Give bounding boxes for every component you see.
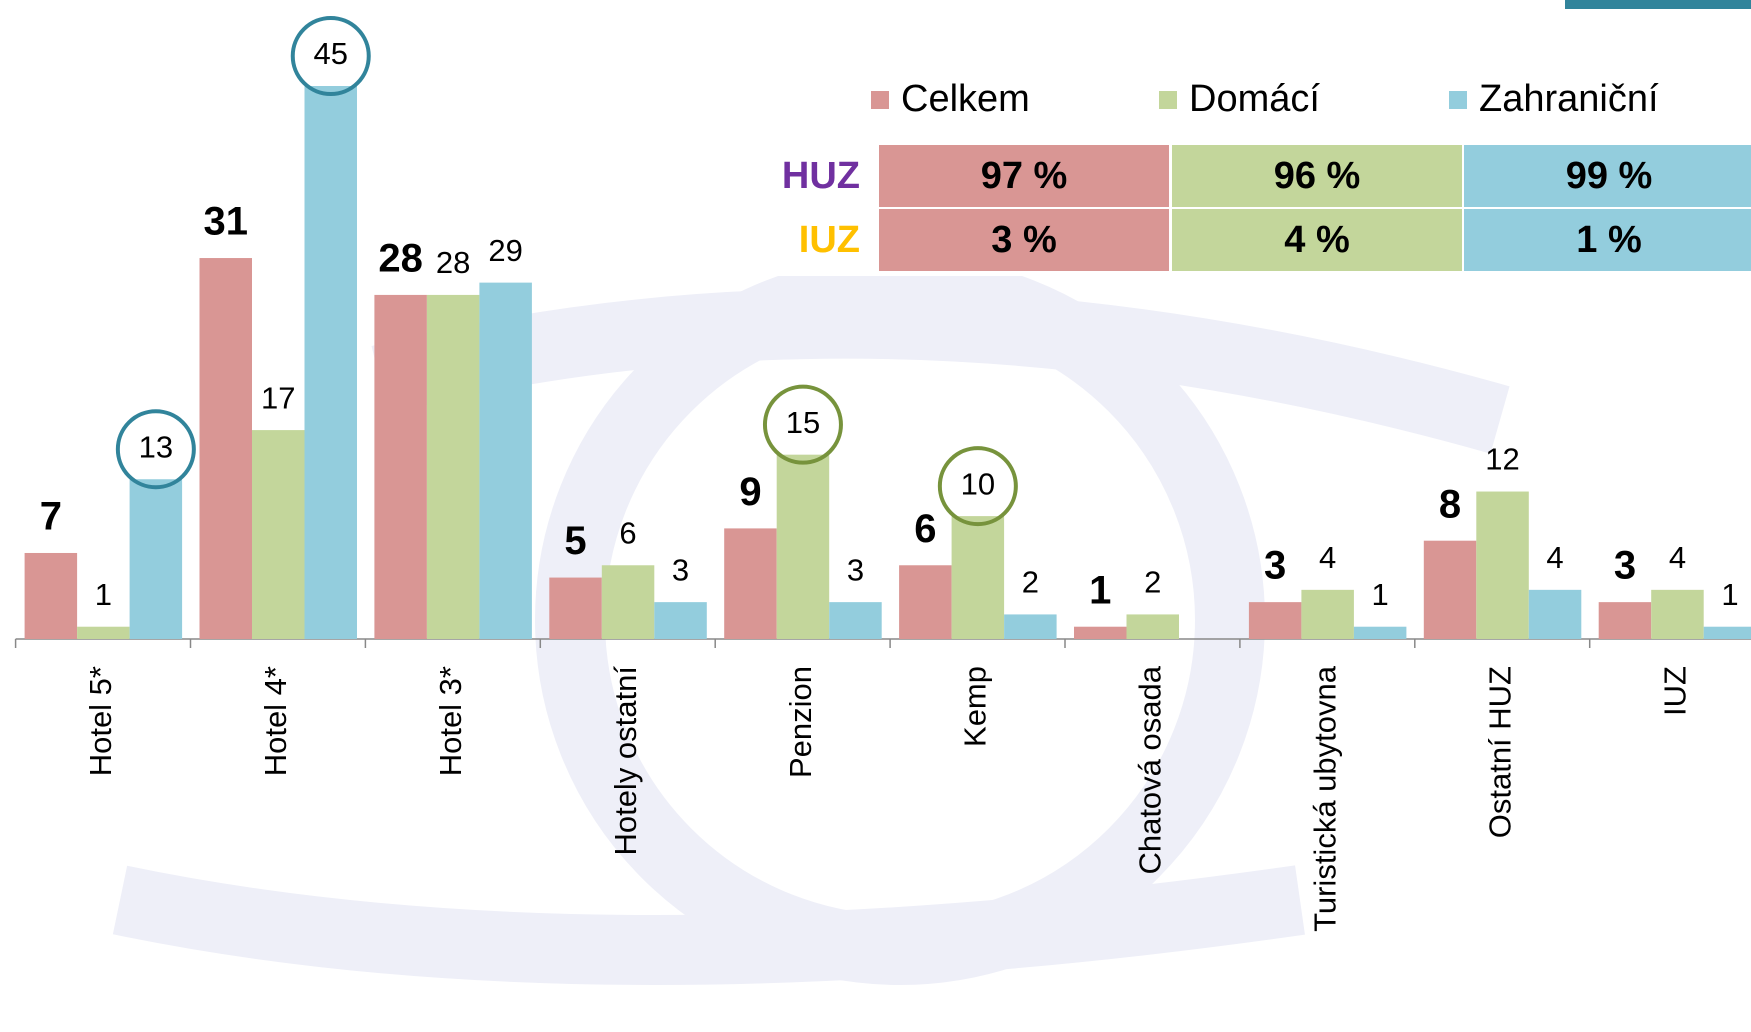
table-cell-text: 4 % [1284,219,1349,261]
bar [549,577,602,639]
table-cell [879,145,1169,207]
data-label: 4 [1319,540,1336,575]
data-label: 28 [378,236,423,280]
data-label: 1 [95,577,112,612]
data-label: 2 [1022,565,1039,600]
bar [1301,589,1354,639]
data-label: 13 [139,429,173,464]
x-tick-label: Turistická ubytovna [1308,665,1343,932]
x-tick-label: Penzion [783,666,818,778]
table-cell [1172,209,1462,271]
data-label: 29 [488,233,522,268]
bar [1126,614,1179,639]
data-label: 3 [672,552,689,587]
bar [1528,589,1582,639]
data-label: 1 [1372,577,1389,612]
data-label: 28 [436,245,470,280]
bar [601,565,655,639]
bar [426,294,480,639]
data-label: 1 [1089,568,1111,612]
data-label: 12 [1485,442,1519,477]
data-label: 7 [40,495,62,539]
data-label: 3 [847,552,864,587]
data-label: 6 [619,515,636,550]
bar [951,516,1005,639]
x-tick-label: Hotel 5* [83,666,118,776]
data-label: 4 [1669,540,1686,575]
table-cell [879,209,1169,271]
bar [24,552,78,639]
data-label: 9 [739,470,761,514]
data-label: 31 [204,200,249,244]
table-cell [1464,145,1751,207]
table-row-label: HUZ [782,155,860,197]
data-label: 1 [1721,577,1738,612]
bar [374,294,427,639]
bar [1476,491,1529,639]
data-label: 3 [1614,544,1636,588]
bar [77,626,130,639]
bar [304,86,357,639]
legend-label: Zahraniční [1479,78,1659,120]
x-tick-label: Hotely ostatní [608,666,643,856]
highlight-circle [290,16,371,96]
legend-label: Domácí [1189,78,1320,120]
legend-swatch [1159,91,1177,109]
legend-swatch [1449,91,1467,109]
bar [1074,626,1127,639]
bar [1248,602,1302,639]
bar [654,602,707,639]
data-label: 3 [1264,544,1286,588]
data-label: 5 [564,519,586,563]
table-cell [1172,145,1462,207]
bar [129,479,183,639]
table-cell [1464,209,1751,271]
data-label: 15 [786,405,820,440]
data-label: 6 [914,507,936,551]
data-label: 2 [1144,565,1161,600]
data-label: 45 [314,36,348,71]
table-row-label: IUZ [799,219,860,261]
data-label: 8 [1439,482,1461,526]
bar [1423,540,1477,639]
data-label: 10 [961,466,995,501]
bar [1651,589,1704,639]
bar [1703,626,1751,639]
x-tick-label: Hotel 4* [258,666,293,776]
x-tick-label: Kemp [958,666,993,747]
data-label: 4 [1546,540,1563,575]
highlight-circle [115,409,196,490]
table-cell-text: 99 % [1566,155,1653,197]
bar [252,430,305,639]
table-cell-text: 3 % [991,219,1056,261]
bar [724,528,777,639]
table-cell-text: 96 % [1274,155,1361,197]
table-cell-text: 1 % [1576,219,1641,261]
data-label: 17 [261,380,295,415]
bar [1598,602,1652,639]
highlight-circle [937,446,1018,527]
bar [199,258,252,639]
bar [829,602,882,639]
x-tick-label: IUZ [1657,666,1692,716]
bar [1353,626,1407,639]
x-tick-label: Hotel 3* [433,666,468,776]
bar [479,282,532,639]
highlight-circle [762,384,843,465]
bar [776,454,830,639]
bar [899,565,952,639]
x-tick-label: Ostatní HUZ [1482,666,1517,838]
x-tick-label: Chatová osada [1133,665,1168,874]
bar [1004,614,1057,639]
corner-accent [1565,0,1751,9]
legend-swatch [871,91,889,109]
legend-label: Celkem [901,78,1030,120]
table-cell-text: 97 % [981,155,1068,197]
